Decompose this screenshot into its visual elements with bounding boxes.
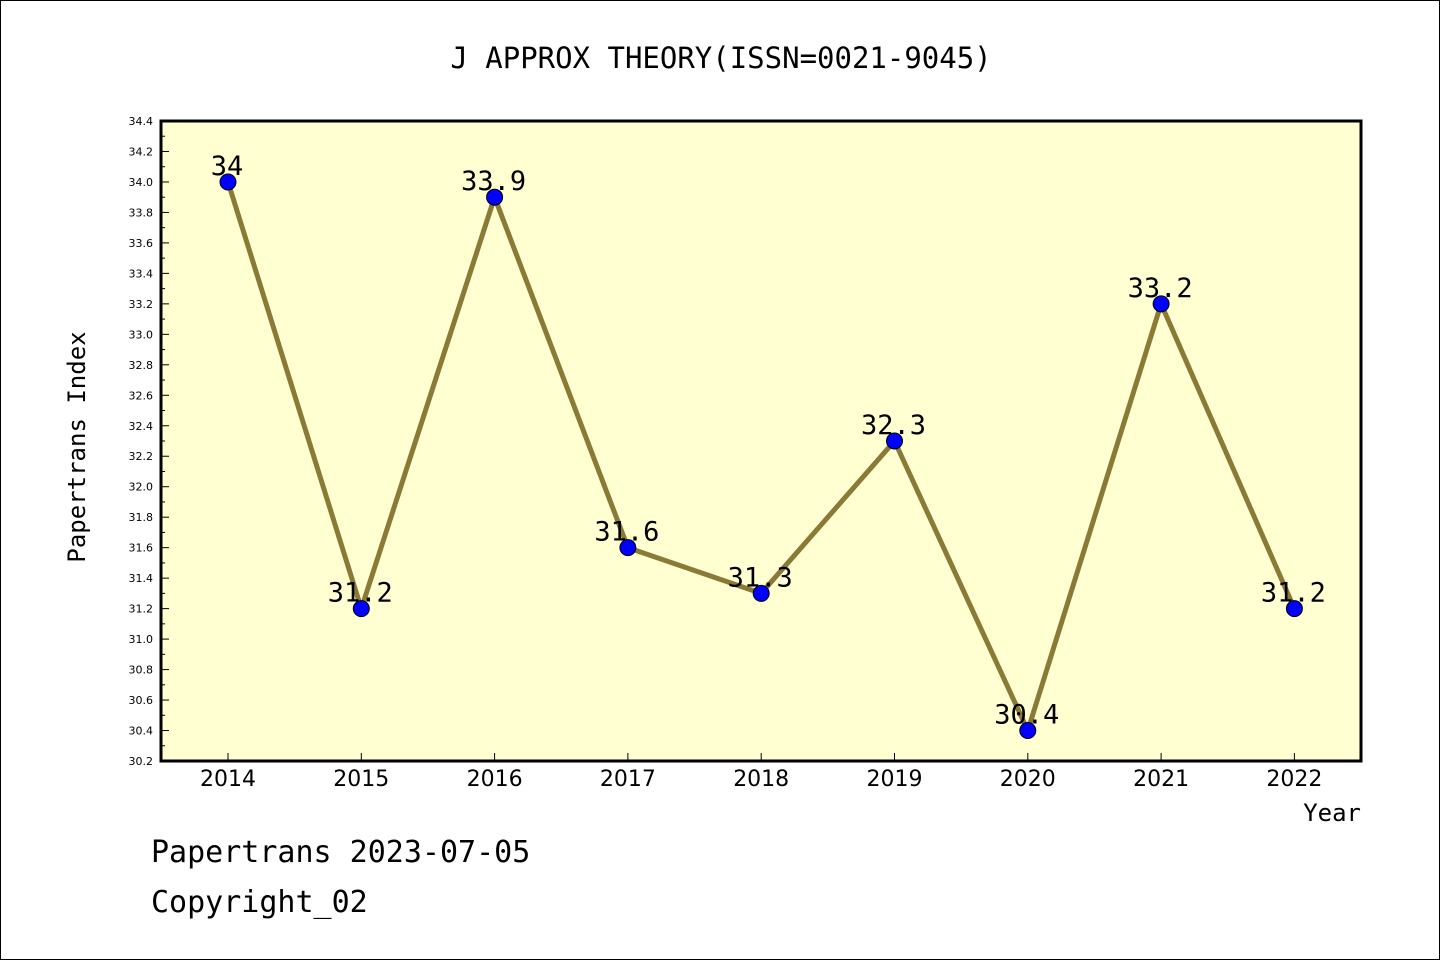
y-tick-label: 33.0 [129, 328, 154, 341]
y-tick-label: 33.6 [129, 237, 154, 250]
x-axis-ticks [227, 753, 1295, 761]
data-point [352, 600, 370, 618]
y-tick-label: 30.8 [129, 664, 154, 677]
data-point [219, 173, 237, 191]
x-tick-label: 2022 [1266, 767, 1322, 792]
y-tick-label: 33.2 [129, 298, 154, 311]
series-group: 34 31.2 33.9 31.6 31.3 32.3 30.4 33.2 31.2 [211, 151, 1326, 740]
x-tick-label: 2019 [867, 767, 923, 792]
x-tick-label: 2018 [733, 767, 789, 792]
x-axis-tick-labels: 2014 2015 2016 2017 2018 2019 2020 2021 2022 [200, 767, 1322, 792]
x-tick-label: 2014 [200, 767, 256, 792]
data-point [1285, 600, 1303, 618]
x-axis-label: Year [1303, 799, 1361, 827]
data-point [619, 539, 637, 557]
y-tick-label: 32.6 [129, 389, 154, 402]
data-label: 33.9 [461, 166, 526, 197]
y-tick-label: 32.8 [129, 359, 154, 372]
y-tick-label: 31.2 [129, 603, 154, 616]
y-tick-label: 30.4 [129, 725, 154, 738]
y-tick-label: 32.2 [129, 450, 154, 463]
x-tick-label: 2021 [1133, 767, 1189, 792]
data-point [886, 432, 903, 450]
data-point [752, 584, 770, 602]
plot-area [159, 119, 1363, 763]
data-label: 31.2 [1261, 578, 1326, 609]
data-label: 31.6 [594, 517, 659, 548]
y-tick-label: 31.6 [129, 542, 154, 555]
data-label: 32.3 [861, 410, 926, 441]
y-tick-label: 32.0 [129, 481, 154, 494]
y-tick-label: 33.8 [129, 206, 154, 219]
footer-copyright: Copyright_02 [151, 885, 368, 920]
y-tick-label: 33.4 [129, 267, 154, 280]
y-axis-ticks [161, 120, 169, 762]
x-tick-label: 2020 [1000, 767, 1056, 792]
y-tick-label: 30.6 [129, 694, 154, 707]
y-axis-label: Papertrans Index [63, 331, 91, 562]
y-tick-label: 30.2 [129, 755, 154, 768]
data-point [1152, 295, 1170, 313]
data-point [486, 188, 504, 206]
x-tick-label: 2015 [333, 767, 389, 792]
chart-title: J APPROX THEORY(ISSN=0021-9045) [450, 41, 991, 75]
data-label: 34 [211, 151, 244, 182]
y-tick-label: 34.0 [129, 176, 154, 189]
footer-date: Papertrans 2023-07-05 [151, 835, 531, 870]
y-tick-label: 31.0 [129, 633, 154, 646]
data-label: 31.3 [728, 562, 793, 593]
y-tick-label: 34.4 [129, 115, 154, 128]
y-tick-label: 31.4 [129, 572, 154, 585]
data-label: 33.2 [1128, 273, 1193, 304]
y-tick-label: 31.8 [129, 511, 154, 524]
x-tick-label: 2017 [600, 767, 656, 792]
data-label: 31.2 [328, 578, 393, 609]
data-point [1019, 722, 1037, 740]
data-label: 30.4 [994, 700, 1059, 731]
y-axis-tick-labels: 30.2 30.4 30.6 30.8 31.0 31.2 31.4 31.6 31.8 32.0… [129, 115, 154, 768]
y-tick-label: 32.4 [129, 420, 154, 433]
y-tick-label: 34.2 [129, 145, 154, 158]
x-tick-label: 2016 [467, 767, 523, 792]
